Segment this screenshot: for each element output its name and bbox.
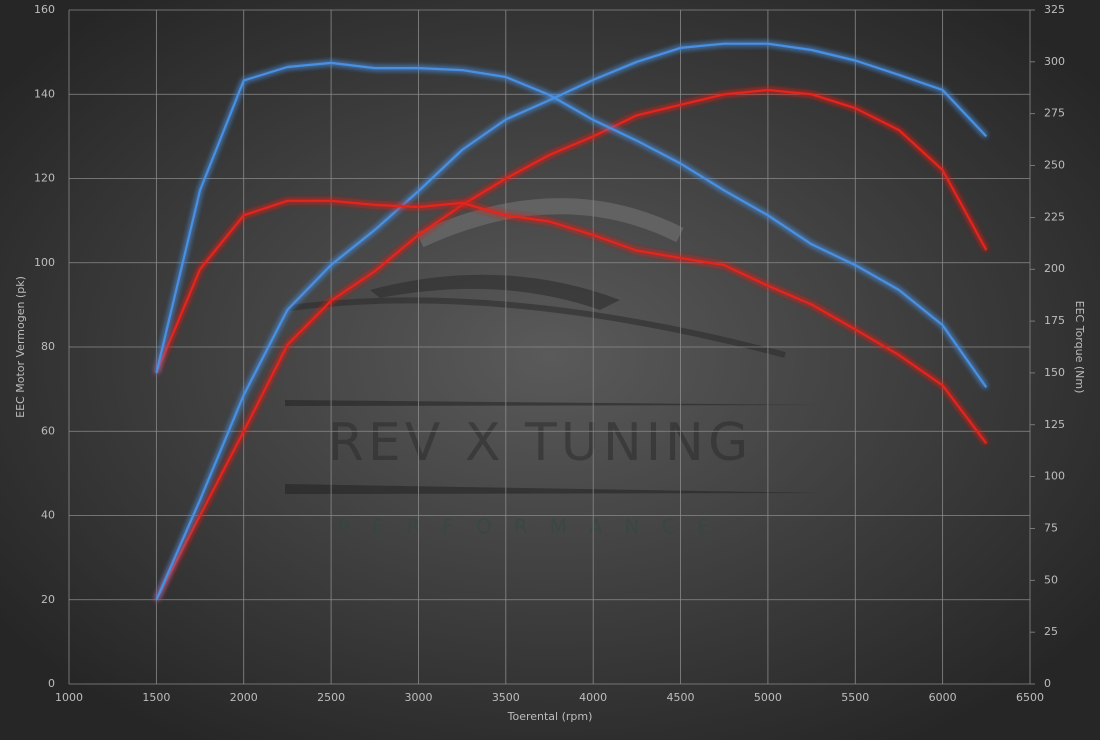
y2-tick-label: 200 bbox=[1044, 262, 1065, 275]
x-tick-label: 6000 bbox=[929, 691, 957, 704]
x-tick-label: 3000 bbox=[404, 691, 432, 704]
y2-tick-label: 125 bbox=[1044, 418, 1065, 431]
y-tick-label: 60 bbox=[41, 424, 55, 437]
y2-tick-label: 150 bbox=[1044, 366, 1065, 379]
series-line bbox=[155, 61, 988, 389]
y2-tick-label: 300 bbox=[1044, 55, 1065, 68]
watermark-car bbox=[370, 274, 620, 310]
y-tick-label: 140 bbox=[34, 87, 55, 100]
x-tick-label: 2500 bbox=[317, 691, 345, 704]
y2-tick-label: 275 bbox=[1044, 107, 1065, 120]
y-axis-label: EEC Motor Vermogen (pk) bbox=[14, 276, 27, 418]
y2-tick-label: 325 bbox=[1044, 3, 1065, 16]
x-tick-label: 2000 bbox=[230, 691, 258, 704]
series-line bbox=[155, 199, 988, 445]
watermark-title: REV X TUNING bbox=[328, 413, 753, 473]
y2-axis-label: EEC Torque (Nm) bbox=[1073, 301, 1086, 394]
y2-tick-label: 250 bbox=[1044, 159, 1065, 172]
watermark-gauge bbox=[416, 198, 684, 248]
y-tick-label: 160 bbox=[34, 3, 55, 16]
y2-tick-label: 100 bbox=[1044, 470, 1065, 483]
y2-tick-label: 50 bbox=[1044, 573, 1058, 586]
y2-tick-label: 25 bbox=[1044, 625, 1058, 638]
y2-tick-label: 75 bbox=[1044, 521, 1058, 534]
x-tick-label: 4500 bbox=[667, 691, 695, 704]
x-axis-label: Toerental (rpm) bbox=[507, 710, 593, 723]
y-tick-label: 120 bbox=[34, 172, 55, 185]
y-tick-label: 20 bbox=[41, 593, 55, 606]
x-tick-label: 6500 bbox=[1016, 691, 1044, 704]
y-tick-label: 100 bbox=[34, 256, 55, 269]
series-line bbox=[155, 88, 988, 601]
y-tick-label: 40 bbox=[41, 509, 55, 522]
y2-tick-label: 225 bbox=[1044, 210, 1065, 223]
series-line bbox=[155, 42, 988, 601]
x-tick-label: 3500 bbox=[492, 691, 520, 704]
x-tick-label: 4000 bbox=[579, 691, 607, 704]
y-tick-label: 80 bbox=[41, 340, 55, 353]
y-tick-label: 0 bbox=[48, 677, 55, 690]
x-tick-label: 5000 bbox=[754, 691, 782, 704]
watermark-subtitle: PERFORMANCE bbox=[338, 515, 732, 539]
y2-tick-label: 175 bbox=[1044, 314, 1065, 327]
x-tick-label: 1000 bbox=[55, 691, 83, 704]
x-tick-label: 5500 bbox=[841, 691, 869, 704]
x-tick-label: 1500 bbox=[142, 691, 170, 704]
y2-tick-label: 0 bbox=[1044, 677, 1051, 690]
watermark-car-line bbox=[289, 297, 786, 358]
